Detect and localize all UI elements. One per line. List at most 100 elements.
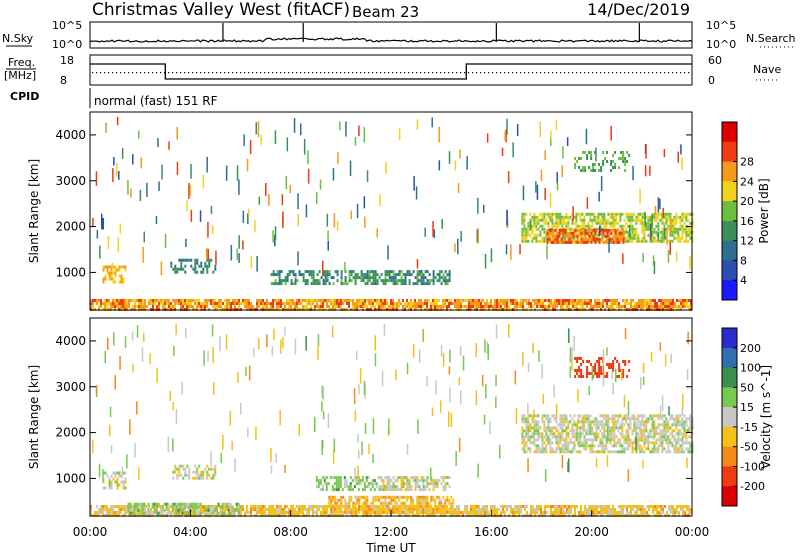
data-cell bbox=[637, 212, 640, 216]
data-cell bbox=[146, 505, 148, 508]
data-cell bbox=[272, 299, 274, 302]
data-cell bbox=[304, 282, 307, 286]
data-cell bbox=[661, 414, 664, 418]
data-cell bbox=[392, 488, 395, 492]
data-cell bbox=[544, 299, 546, 302]
data-cell bbox=[440, 498, 443, 502]
data-cell bbox=[182, 467, 185, 471]
data-cell bbox=[669, 432, 672, 436]
data-cell bbox=[653, 212, 656, 216]
data-cell bbox=[543, 218, 546, 222]
data-cell bbox=[180, 261, 183, 265]
data-cell bbox=[539, 224, 542, 228]
data-cell bbox=[589, 438, 592, 442]
data-cell bbox=[590, 240, 593, 244]
data-cell bbox=[516, 305, 518, 308]
scatter-cell bbox=[556, 172, 558, 184]
data-cell bbox=[308, 505, 310, 508]
data-cell bbox=[618, 505, 620, 508]
data-cell bbox=[372, 511, 374, 514]
nave-dot bbox=[344, 72, 346, 74]
data-cell bbox=[102, 511, 104, 514]
data-cell bbox=[547, 435, 550, 439]
data-cell bbox=[583, 438, 586, 442]
data-cell bbox=[436, 482, 439, 486]
data-cell bbox=[502, 299, 504, 302]
scatter-cell bbox=[572, 206, 574, 221]
data-cell bbox=[675, 227, 678, 231]
data-cell bbox=[527, 414, 530, 418]
data-cell bbox=[182, 476, 185, 480]
data-cell bbox=[549, 218, 552, 222]
data-cell bbox=[555, 438, 558, 442]
data-cell bbox=[580, 157, 583, 160]
data-cell bbox=[199, 502, 202, 506]
data-cell bbox=[282, 511, 284, 514]
scatter-cell bbox=[155, 215, 158, 224]
data-cell bbox=[576, 234, 579, 238]
data-cell bbox=[651, 233, 654, 237]
data-cell bbox=[518, 511, 520, 514]
data-cell bbox=[364, 501, 367, 505]
data-cell bbox=[202, 302, 204, 305]
data-cell bbox=[667, 239, 670, 243]
data-cell bbox=[667, 218, 670, 222]
data-cell bbox=[112, 271, 115, 275]
data-cell bbox=[178, 473, 181, 477]
data-cell bbox=[204, 305, 206, 308]
data-cell bbox=[110, 480, 113, 484]
data-cell bbox=[675, 236, 678, 240]
data-cell bbox=[296, 505, 298, 508]
data-cell bbox=[116, 471, 119, 475]
data-cell bbox=[328, 498, 331, 502]
data-cell bbox=[656, 511, 658, 514]
data-cell bbox=[557, 432, 560, 436]
data-cell bbox=[590, 169, 593, 172]
data-cell bbox=[442, 504, 445, 508]
data-cell bbox=[610, 305, 612, 308]
data-cell bbox=[196, 270, 199, 274]
data-cell bbox=[380, 511, 382, 514]
data-cell bbox=[422, 504, 425, 508]
data-cell bbox=[354, 501, 357, 505]
data-cell bbox=[525, 212, 528, 216]
data-cell bbox=[653, 218, 656, 222]
data-cell bbox=[653, 230, 656, 234]
data-cell bbox=[408, 488, 411, 492]
data-cell bbox=[174, 508, 176, 511]
data-cell bbox=[352, 299, 354, 302]
data-cell bbox=[133, 511, 136, 515]
data-cell bbox=[250, 505, 252, 508]
colorbar-tick-label: 12 bbox=[740, 235, 754, 248]
data-cell bbox=[376, 495, 379, 499]
data-cell bbox=[183, 502, 186, 506]
data-cell bbox=[516, 302, 518, 305]
power-y-axis-label: Slant Range [km] bbox=[27, 159, 41, 263]
data-cell bbox=[530, 305, 532, 308]
freq-panel: Freq. [MHz] 18 8 60 0 Nave bbox=[4, 54, 781, 87]
data-cell bbox=[660, 305, 662, 308]
nave-dot bbox=[532, 72, 534, 74]
data-cell bbox=[118, 483, 121, 487]
data-cell bbox=[332, 276, 335, 280]
data-cell bbox=[349, 485, 352, 489]
data-cell bbox=[672, 305, 674, 308]
data-cell bbox=[440, 282, 443, 286]
data-cell bbox=[562, 508, 564, 511]
cpid-panel: CPID normal (fast) 151 RF bbox=[10, 88, 218, 108]
data-cell bbox=[218, 302, 220, 305]
data-cell bbox=[286, 302, 288, 305]
data-cell bbox=[512, 302, 514, 305]
data-cell bbox=[586, 157, 589, 160]
data-cell bbox=[566, 231, 569, 235]
data-cell bbox=[102, 480, 105, 484]
scatter-cell bbox=[185, 238, 187, 247]
data-cell bbox=[554, 305, 556, 308]
data-cell bbox=[410, 273, 413, 277]
data-cell bbox=[595, 450, 598, 454]
data-cell bbox=[126, 505, 128, 508]
data-cell bbox=[587, 221, 590, 225]
data-cell bbox=[613, 224, 616, 228]
data-cell bbox=[571, 432, 574, 436]
data-cell bbox=[186, 464, 189, 468]
